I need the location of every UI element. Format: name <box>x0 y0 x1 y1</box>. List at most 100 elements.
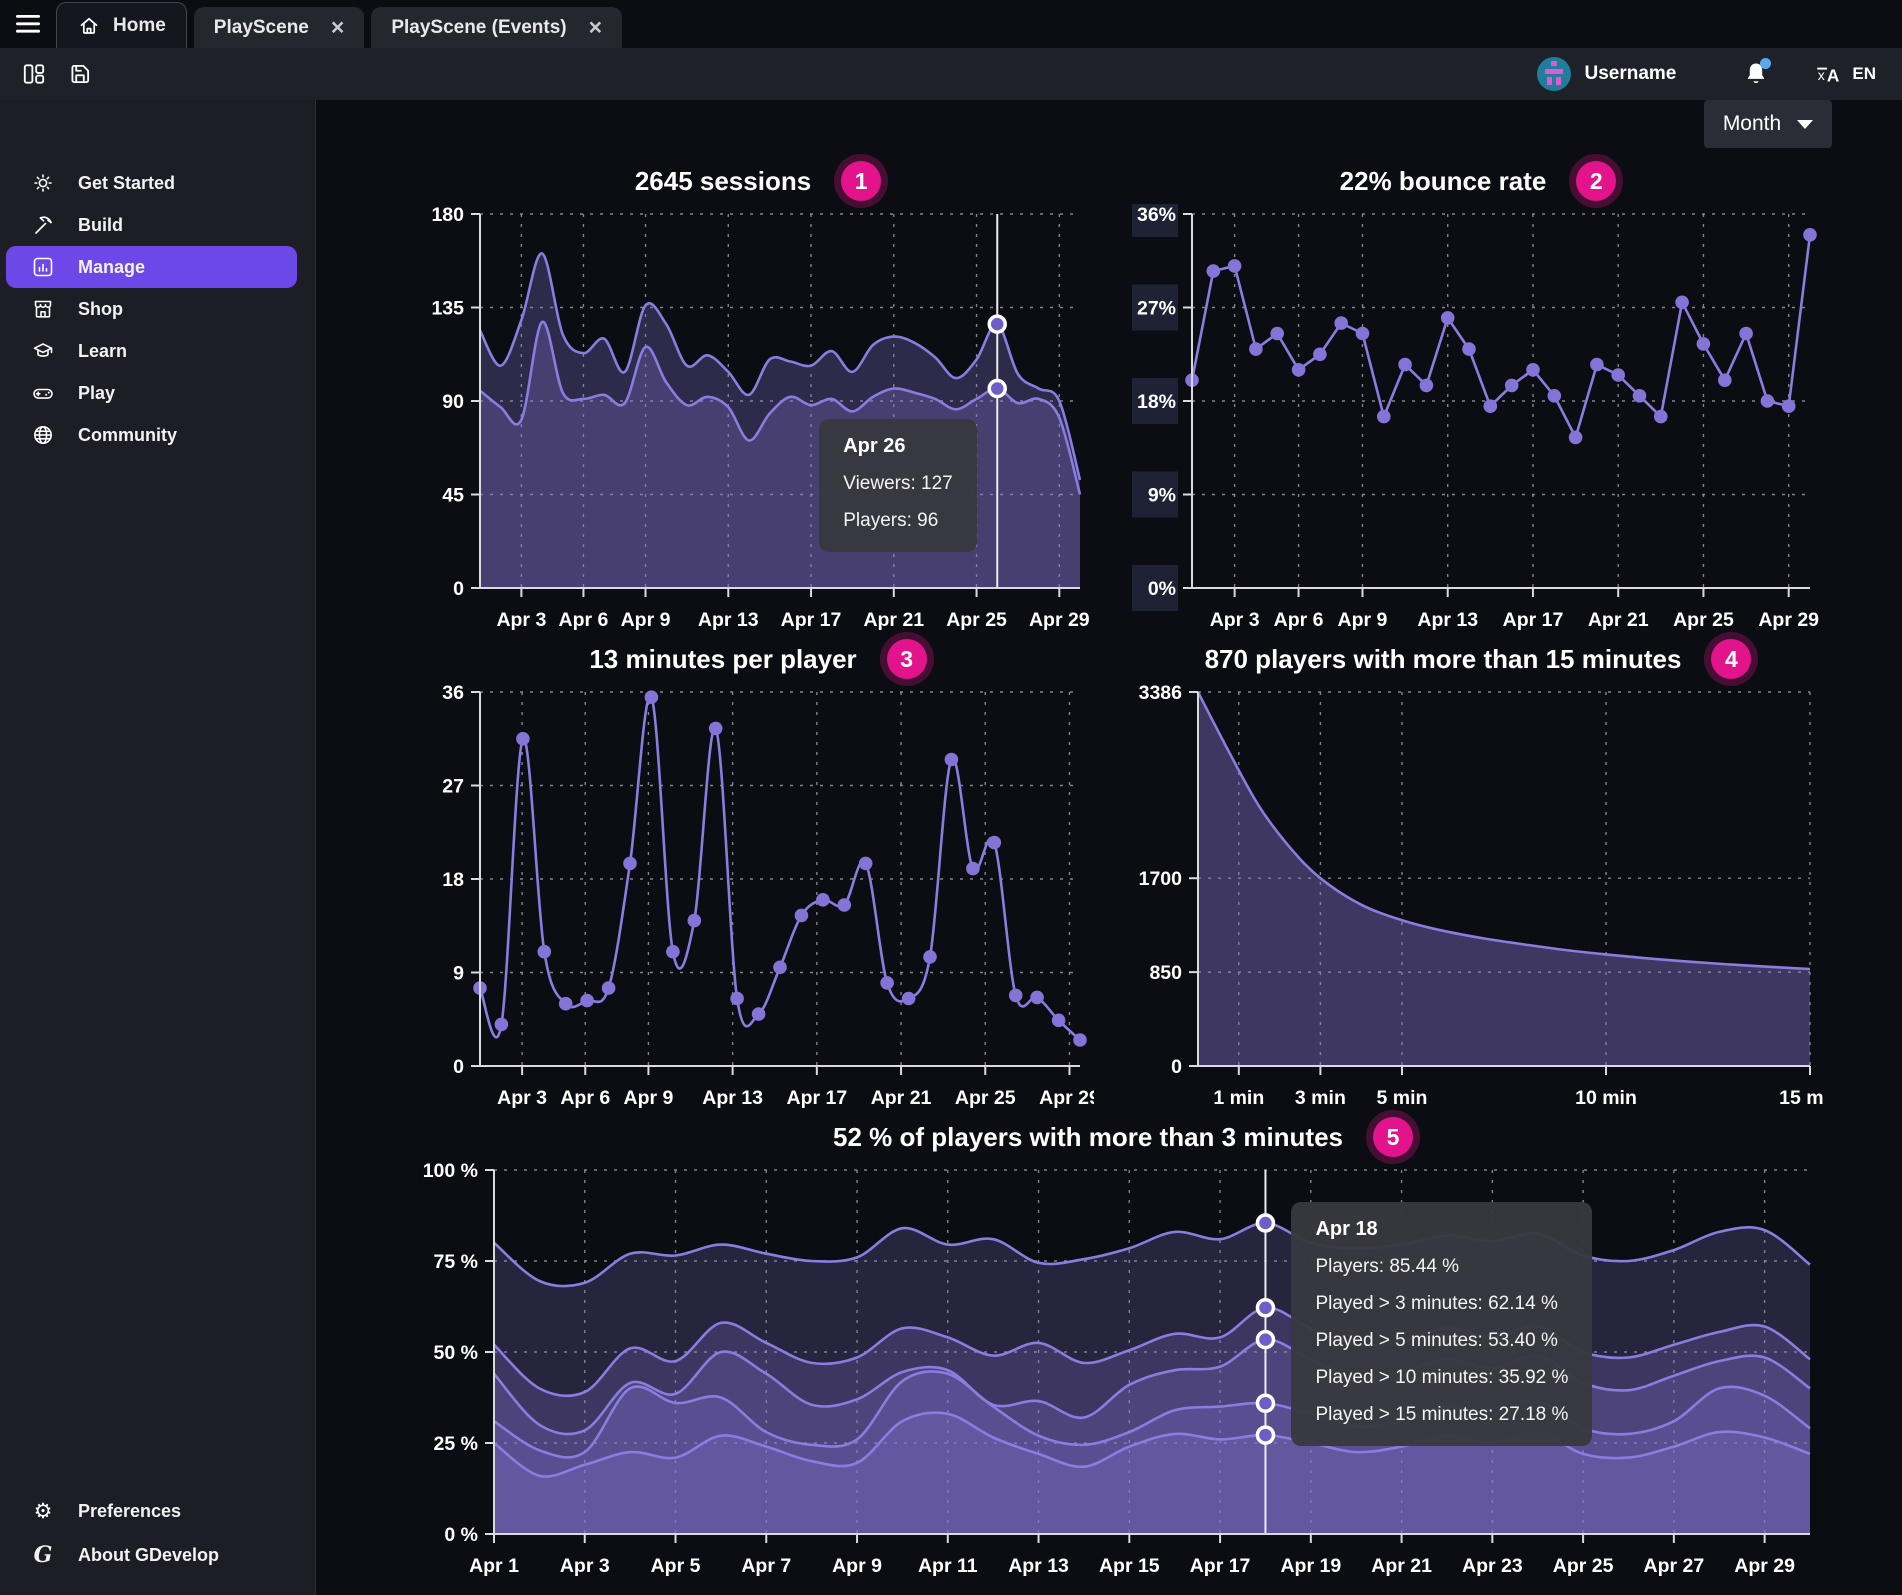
sidebar-item-label: Play <box>78 382 116 403</box>
globe-icon <box>30 422 56 448</box>
sidebar-item-shop[interactable]: Shop <box>0 288 315 330</box>
sidebar-item-label: Learn <box>78 340 128 361</box>
svg-text:3386: 3386 <box>1139 682 1183 704</box>
svg-text:5 min: 5 min <box>1377 1087 1428 1109</box>
sidebar-item-label: Shop <box>78 298 123 319</box>
svg-text:Apr 1: Apr 1 <box>469 1555 519 1577</box>
tab-bar: Home PlayScene × PlayScene (Events) × <box>0 0 1902 48</box>
svg-text:3 min: 3 min <box>1295 1087 1346 1109</box>
step-badge-2[interactable]: 2 <box>1576 161 1617 201</box>
svg-text:Apr 25: Apr 25 <box>1553 1555 1614 1577</box>
svg-text:A: A <box>1827 66 1839 86</box>
svg-text:Apr 13: Apr 13 <box>698 609 759 631</box>
tooltip-title: Apr 18 <box>1315 1218 1378 1240</box>
svg-text:Apr 17: Apr 17 <box>1190 1555 1251 1577</box>
tab-close-icon[interactable]: × <box>330 14 345 40</box>
sidebar-item-manage[interactable]: Manage <box>6 246 297 288</box>
sidebar-item-play[interactable]: Play <box>0 372 315 414</box>
notifications-button[interactable] <box>1736 54 1776 94</box>
svg-text:Apr 9: Apr 9 <box>1338 609 1388 631</box>
chart-title-row: 13 minutes per player 3 <box>422 636 1094 682</box>
sidebar-item-learn[interactable]: Learn <box>0 330 315 372</box>
charts-grid: 2645 sessions 1 0 45 90 135 180 Apr 3 Apr 6 Apr… <box>317 158 1902 1580</box>
hamburger-icon <box>16 15 40 33</box>
svg-text:27: 27 <box>442 776 464 798</box>
svg-text:Apr 15: Apr 15 <box>1099 1555 1160 1577</box>
svg-text:Apr 29: Apr 29 <box>1029 609 1090 631</box>
svg-text:850: 850 <box>1149 962 1182 984</box>
svg-text:15 min: 15 min <box>1779 1087 1824 1109</box>
sidebar-item-preferences[interactable]: ⚙ Preferences <box>0 1489 315 1533</box>
chart-icon <box>30 254 56 280</box>
svg-text:Apr 7: Apr 7 <box>741 1555 791 1577</box>
svg-text:135: 135 <box>431 298 464 320</box>
minutes-per-player-plot[interactable]: 0 9 18 27 36 Apr 3 Apr 6 Apr 9 Apr 13 Apr 17 Apr 2… <box>422 682 1094 1112</box>
sidebar-item-label: About GDevelop <box>78 1544 220 1565</box>
svg-text:0: 0 <box>453 578 464 600</box>
svg-text:9: 9 <box>453 963 464 985</box>
graduation-cap-icon <box>30 338 56 364</box>
chart-players-over-3-minutes: 52 % of players with more than 3 minutes… <box>422 1114 1824 1580</box>
menu-icon[interactable] <box>0 0 56 48</box>
svg-text:1700: 1700 <box>1139 868 1183 890</box>
svg-text:36%: 36% <box>1137 204 1176 226</box>
svg-text:45: 45 <box>442 485 464 507</box>
step-badge-3[interactable]: 3 <box>886 639 927 679</box>
panels-layout-button[interactable] <box>14 54 54 94</box>
toolbar: Username x A EN <box>0 48 1902 100</box>
user-menu[interactable]: Username <box>1536 56 1676 92</box>
tab-close-icon[interactable]: × <box>588 14 603 40</box>
save-button[interactable] <box>60 54 100 94</box>
sidebar-item-community[interactable]: Community <box>0 414 315 456</box>
bounce-rate-plot[interactable]: 0% 9% 18% 27% 36% Apr 3 Apr 6 Apr 9 Apr 13 Apr 17… <box>1132 204 1824 634</box>
chart-title-row: 22% bounce rate 2 <box>1132 158 1824 204</box>
svg-text:Apr 3: Apr 3 <box>560 1555 610 1577</box>
sidebar-item-build[interactable]: Build <box>0 204 315 246</box>
svg-text:10 min: 10 min <box>1575 1087 1637 1109</box>
sidebar-item-label: Community <box>78 424 177 445</box>
chart-title: 22% bounce rate <box>1339 165 1547 196</box>
svg-text:0: 0 <box>1171 1056 1182 1078</box>
svg-text:x: x <box>1818 67 1825 83</box>
tab-label: PlayScene (Events) <box>391 16 567 38</box>
svg-text:0: 0 <box>453 1056 464 1078</box>
chart-title-row: 52 % of players with more than 3 minutes… <box>422 1114 1824 1160</box>
svg-text:Apr 13: Apr 13 <box>1008 1555 1069 1577</box>
chart-title: 2645 sessions <box>634 165 812 196</box>
tab-playscene-events[interactable]: PlayScene (Events) × <box>371 7 623 48</box>
svg-text:Apr 9: Apr 9 <box>623 1087 673 1109</box>
tooltip: Apr 18 Players: 85.44 % Played > 3 minut… <box>1291 1202 1593 1446</box>
period-select[interactable]: Month <box>1704 100 1832 148</box>
tab-label: Home <box>113 14 166 36</box>
players-over-3-minutes-plot[interactable]: 0 % 25 % 50 % 75 % 100 % Apr 1 Apr 3 Apr 5 Apr 7… <box>422 1160 1824 1580</box>
sidebar-footer: ⚙ Preferences G About GDevelop <box>0 1489 315 1577</box>
chart-title-row: 870 players with more than 15 minutes 4 <box>1132 636 1824 682</box>
chart-title-row: 2645 sessions 1 <box>422 158 1094 204</box>
language-button[interactable]: x A EN <box>1814 60 1876 88</box>
svg-text:Apr 17: Apr 17 <box>786 1087 847 1109</box>
svg-text:50 %: 50 % <box>434 1342 478 1364</box>
step-badge-4[interactable]: 4 <box>1711 639 1752 679</box>
svg-text:Apr 21: Apr 21 <box>1588 609 1649 631</box>
tab-playscene[interactable]: PlayScene × <box>193 7 365 48</box>
svg-text:1 min: 1 min <box>1213 1087 1264 1109</box>
tooltip-line: Played > 5 minutes: 53.40 % <box>1315 1330 1558 1351</box>
sidebar-item-about-gdevelop[interactable]: G About GDevelop <box>0 1533 315 1577</box>
svg-text:Apr 29: Apr 29 <box>1734 1555 1795 1577</box>
chart-title: 52 % of players with more than 3 minutes <box>832 1121 1344 1152</box>
retention-minutes-plot[interactable]: 0 850 1700 3386 1 min 3 min 5 min 10 min 15 min <box>1132 682 1824 1112</box>
svg-text:100 %: 100 % <box>423 1160 478 1182</box>
sessions-plot[interactable]: 0 45 90 135 180 Apr 3 Apr 6 Apr 9 Apr 13 Apr 17 Ap… <box>422 204 1094 634</box>
chart-retention-minutes: 870 players with more than 15 minutes 4 … <box>1132 636 1824 1112</box>
gear-icon: ⚙ <box>33 1499 53 1523</box>
svg-text:Apr 29: Apr 29 <box>1758 609 1819 631</box>
svg-text:Apr 23: Apr 23 <box>1462 1555 1523 1577</box>
step-badge-5[interactable]: 5 <box>1373 1117 1414 1157</box>
tab-home[interactable]: Home <box>56 2 187 48</box>
svg-text:Apr 21: Apr 21 <box>1371 1555 1432 1577</box>
tooltip-line: Played > 15 minutes: 27.18 % <box>1315 1404 1569 1425</box>
chart-sessions: 2645 sessions 1 0 45 90 135 180 Apr 3 Apr 6 Apr… <box>422 158 1094 634</box>
sidebar-item-get-started[interactable]: Get Started <box>0 162 315 204</box>
period-filter-row: Month <box>317 100 1902 158</box>
step-badge-1[interactable]: 1 <box>841 161 882 201</box>
